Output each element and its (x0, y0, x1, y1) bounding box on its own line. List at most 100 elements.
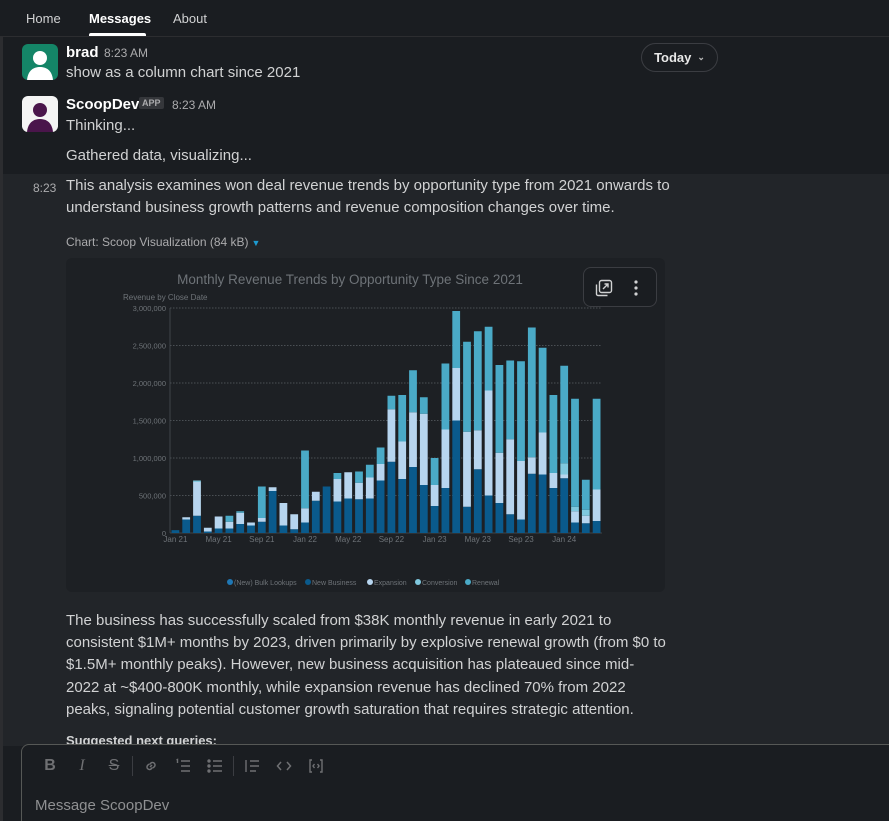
blockquote-icon[interactable] (236, 755, 268, 777)
code-icon[interactable] (268, 755, 300, 777)
bar-segment (225, 515, 234, 522)
bar-segment (182, 519, 191, 533)
bar-segment (581, 523, 590, 533)
top-nav: Home Messages About (0, 0, 889, 37)
message-input[interactable]: Message ScoopDev (35, 797, 170, 814)
x-tick-label: May 21 (205, 535, 232, 544)
bar-segment (592, 489, 601, 521)
bar-segment (506, 439, 515, 515)
bar-segment (409, 467, 417, 533)
bar-segment (290, 529, 299, 533)
hover-timestamp[interactable]: 8:23 (33, 181, 57, 195)
link-icon[interactable] (135, 755, 167, 777)
bar-segment (193, 482, 201, 516)
bar-segment (581, 479, 590, 510)
timestamp[interactable]: 8:23 AM (104, 46, 149, 60)
bar-segment (549, 473, 558, 488)
y-tick-label: 0 (162, 529, 166, 538)
bar-segment (355, 499, 363, 533)
bot-avatar-icon (22, 96, 58, 132)
bar-segment (311, 500, 320, 533)
bar-segment (517, 361, 525, 461)
code-block-icon[interactable] (300, 755, 332, 777)
bold-icon[interactable]: B (44, 757, 56, 774)
bar-segment (398, 479, 407, 533)
bar-segment (301, 508, 309, 523)
bar-segment (365, 498, 374, 533)
bar-segment (463, 341, 471, 432)
bar-segment (214, 528, 223, 533)
bar-segment (225, 521, 234, 529)
bar-segment (452, 368, 461, 421)
bar-segment (182, 517, 191, 520)
chart-title: Monthly Revenue Trends by Opportunity Ty… (177, 272, 523, 287)
bar-segment (473, 430, 482, 470)
bar-segment (452, 420, 461, 533)
bar-segment (592, 521, 601, 533)
bar-segment (419, 413, 428, 485)
bar-segment (257, 486, 266, 518)
bar-segment (484, 390, 493, 496)
ordered-list-icon[interactable] (167, 755, 199, 777)
timestamp[interactable]: 8:23 AM (172, 98, 217, 112)
bar-segment (419, 397, 428, 414)
bar-segment (495, 452, 504, 503)
chart-attachment[interactable]: Monthly Revenue Trends by Opportunity Ty… (66, 258, 665, 592)
y-axis-label: Revenue by Close Date (123, 293, 208, 302)
tab-about[interactable]: About (173, 11, 207, 26)
bar-segment (452, 311, 461, 368)
bar-segment (592, 398, 601, 490)
y-tick-label: 1,500,000 (133, 417, 166, 426)
tab-home[interactable]: Home (26, 11, 61, 26)
open-in-new-window-icon[interactable] (592, 276, 616, 300)
author-name[interactable]: ScoopDev (66, 96, 140, 113)
bar-segment (344, 472, 353, 499)
tab-messages[interactable]: Messages (89, 11, 152, 26)
legend-label: (New) Bulk Lookups (234, 580, 297, 587)
bar-segment (527, 457, 536, 474)
strikethrough-icon[interactable]: S (108, 757, 120, 774)
bar-segment (387, 409, 396, 462)
bar-segment (333, 479, 342, 502)
bulleted-list-icon[interactable] (199, 755, 231, 777)
legend-label: Renewal (472, 580, 500, 587)
italic-icon[interactable]: I (79, 757, 85, 774)
bar-segment (214, 516, 223, 529)
bar-segment (506, 360, 515, 440)
avatar[interactable] (22, 44, 58, 80)
x-tick-label: Sep 23 (508, 535, 534, 544)
bar-segment (268, 491, 277, 533)
message-text-gathered: Gathered data, visualizing... (66, 147, 252, 164)
app-badge: APP (139, 97, 164, 109)
bar-segment (355, 471, 363, 483)
bar-segment (571, 398, 579, 507)
y-tick-label: 1,000,000 (133, 454, 166, 463)
more-options-icon[interactable] (624, 276, 648, 300)
bar-segment (538, 347, 547, 433)
user-avatar-icon (22, 44, 58, 80)
bar-segment (247, 525, 255, 533)
attachment-label[interactable]: Chart: Scoop Visualization (84 kB) ▼ (66, 235, 260, 249)
author-name[interactable]: brad (66, 44, 99, 61)
bar-segment (484, 326, 493, 391)
y-tick-label: 500,000 (139, 492, 166, 501)
bar-segment (527, 327, 536, 458)
bar-segment (517, 519, 525, 533)
bar-segment (581, 509, 590, 516)
bar-segment (560, 365, 569, 464)
bar-segment (581, 515, 590, 524)
bar-segment (279, 525, 288, 533)
divider (233, 756, 234, 776)
bar-segment (419, 485, 428, 533)
bar-segment (560, 474, 569, 479)
analysis-intro: This analysis examines won deal revenue … (66, 177, 670, 216)
message-text: show as a column chart since 2021 (66, 64, 301, 81)
bar-segment (463, 431, 471, 507)
x-tick-label: Jan 22 (293, 535, 318, 544)
x-tick-label: Jan 21 (163, 535, 188, 544)
caret-down-icon[interactable]: ▼ (251, 238, 261, 248)
y-tick-label: 2,000,000 (133, 379, 166, 388)
avatar[interactable] (22, 96, 58, 132)
analysis-summary: The business has successfully scaled fro… (66, 612, 666, 718)
today-date-button[interactable]: Today ⌄ (641, 43, 718, 72)
